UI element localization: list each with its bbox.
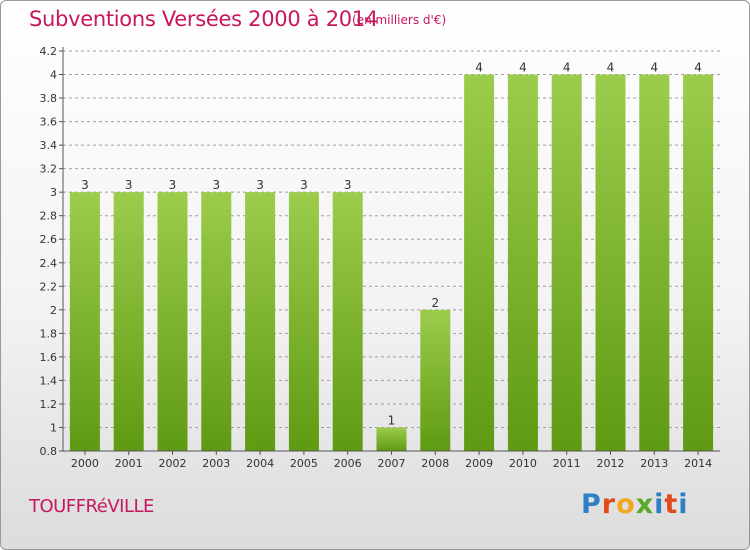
data-label: 4 bbox=[650, 61, 658, 75]
bar-2001 bbox=[113, 192, 144, 452]
labels: 0.8 1 1.2 1.4 1.6 1.8 2 2.2 2.4 2.6 2.8 3 3.2 3.4 3.6 3… bbox=[40, 45, 713, 470]
bars bbox=[69, 74, 714, 452]
x-tick-label: 2014 bbox=[684, 457, 712, 470]
data-label: 3 bbox=[300, 178, 308, 192]
bar-2002 bbox=[157, 192, 188, 452]
bar-2012 bbox=[595, 74, 626, 451]
x-tick-label: 2008 bbox=[421, 457, 449, 470]
data-label: 4 bbox=[519, 61, 527, 75]
commune-name: TOUFFRéVILLE bbox=[29, 496, 154, 517]
y-tick-label: 4.2 bbox=[40, 45, 58, 58]
bar-2013 bbox=[639, 74, 670, 451]
logo-letter: i bbox=[678, 489, 689, 520]
logo-letter: P bbox=[581, 489, 602, 520]
x-tick-label: 2003 bbox=[202, 457, 230, 470]
y-tick-label: 3.8 bbox=[40, 92, 58, 105]
bar-2000 bbox=[69, 192, 100, 452]
bar-2005 bbox=[288, 192, 319, 452]
x-tick-label: 2009 bbox=[465, 457, 493, 470]
x-tick-label: 2006 bbox=[334, 457, 362, 470]
logo-letter: t bbox=[664, 489, 679, 520]
y-tick-label: 2.2 bbox=[40, 280, 58, 293]
x-tick-label: 2011 bbox=[553, 457, 581, 470]
y-tick-label: 3 bbox=[50, 186, 57, 199]
logo-letter: x bbox=[635, 489, 655, 520]
chart-unit-label: (en milliers d'€) bbox=[352, 13, 447, 27]
logo-letter: r bbox=[601, 489, 617, 520]
y-tick-label: 1.6 bbox=[40, 351, 58, 364]
data-label: 4 bbox=[563, 61, 571, 75]
bar-2007 bbox=[376, 427, 407, 451]
x-tick-label: 2004 bbox=[246, 457, 274, 470]
y-tick-label: 1.2 bbox=[40, 398, 58, 411]
data-label: 2 bbox=[431, 296, 439, 310]
bar-2014 bbox=[683, 74, 714, 451]
bar-2003 bbox=[201, 192, 232, 452]
x-tick-label: 2012 bbox=[597, 457, 625, 470]
x-tick-label: 2013 bbox=[640, 457, 668, 470]
bar-2010 bbox=[507, 74, 538, 451]
data-label: 3 bbox=[344, 178, 352, 192]
bar-2009 bbox=[464, 74, 495, 451]
data-label: 4 bbox=[475, 61, 483, 75]
axes bbox=[59, 47, 720, 455]
y-tick-label: 3.6 bbox=[40, 116, 58, 129]
data-label: 3 bbox=[169, 178, 177, 192]
data-label: 3 bbox=[125, 178, 133, 192]
logo-letter: i bbox=[654, 489, 665, 520]
data-label: 3 bbox=[81, 178, 89, 192]
bar-2008 bbox=[420, 309, 451, 451]
y-tick-label: 3.4 bbox=[40, 139, 58, 152]
bar-2011 bbox=[551, 74, 582, 451]
bar-2004 bbox=[245, 192, 276, 452]
data-label: 4 bbox=[694, 61, 702, 75]
y-tick-label: 2.8 bbox=[40, 210, 58, 223]
data-label: 4 bbox=[607, 61, 615, 75]
x-tick-label: 2000 bbox=[71, 457, 99, 470]
chart-title: Subventions Versées 2000 à 2014 bbox=[29, 7, 378, 31]
data-label: 3 bbox=[212, 178, 220, 192]
data-label: 1 bbox=[388, 413, 396, 427]
y-tick-label: 2 bbox=[50, 304, 57, 317]
x-tick-label: 2005 bbox=[290, 457, 318, 470]
y-tick-label: 1 bbox=[50, 421, 57, 434]
y-tick-label: 4 bbox=[50, 69, 57, 82]
x-tick-label: 2010 bbox=[509, 457, 537, 470]
y-tick-label: 0.8 bbox=[40, 445, 58, 458]
logo-letter: o bbox=[616, 489, 636, 520]
y-tick-label: 3.2 bbox=[40, 163, 58, 176]
bar-2006 bbox=[332, 192, 363, 452]
y-tick-label: 2.4 bbox=[40, 257, 58, 270]
x-tick-label: 2002 bbox=[159, 457, 187, 470]
y-tick-label: 2.6 bbox=[40, 233, 58, 246]
data-label: 3 bbox=[256, 178, 264, 192]
y-tick-label: 1.8 bbox=[40, 327, 58, 340]
y-tick-label: 1.4 bbox=[40, 374, 58, 387]
x-tick-label: 2001 bbox=[115, 457, 143, 470]
proxiti-logo: Proxiti bbox=[581, 489, 689, 520]
x-tick-label: 2007 bbox=[378, 457, 406, 470]
